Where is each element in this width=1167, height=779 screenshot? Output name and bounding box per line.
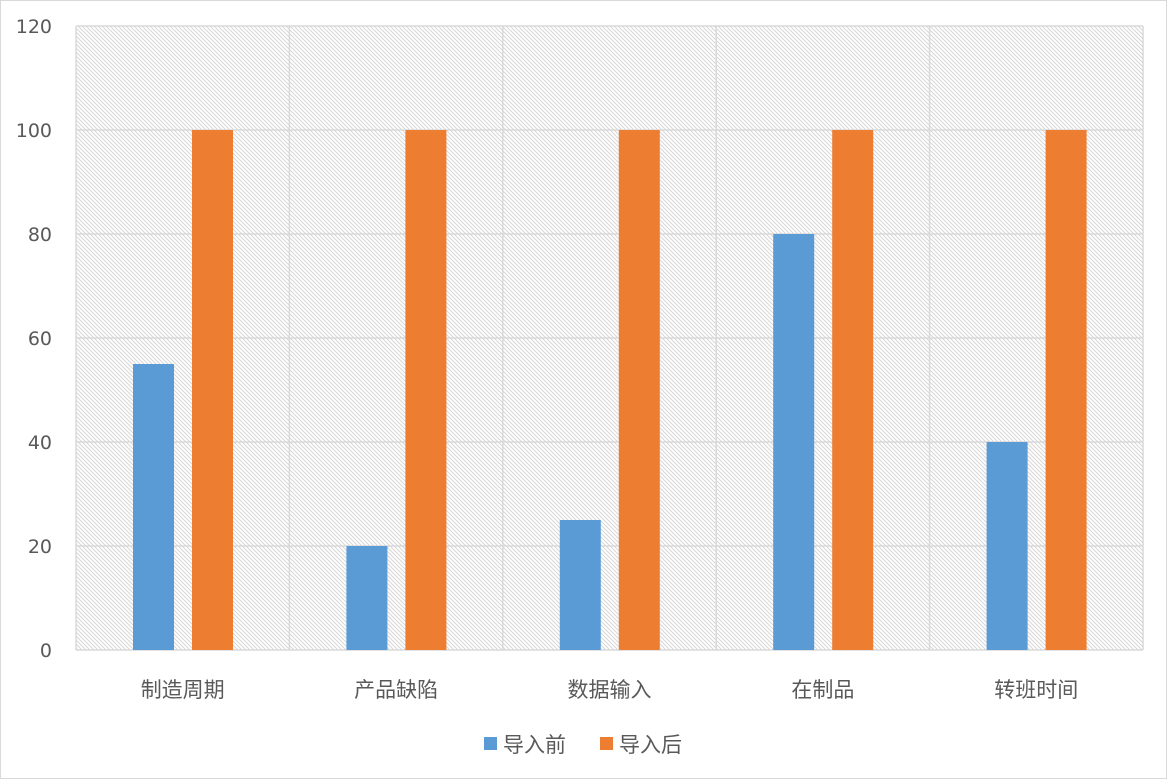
- y-tick-label: 0: [40, 640, 52, 662]
- x-tick-label: 产品缺陷: [354, 678, 438, 702]
- legend-swatch: [600, 737, 613, 750]
- bar-after: [618, 130, 660, 650]
- bar-after: [832, 130, 874, 650]
- y-tick-label: 60: [28, 328, 52, 350]
- bar-after: [192, 130, 233, 650]
- bar-after: [1045, 130, 1087, 650]
- bar-before: [773, 234, 815, 650]
- plot-area: 0 20 40 60 80 100 120 制造周期 产品缺陷 数据输入 在制品 转班时间: [16, 16, 1144, 702]
- x-tick-label: 制造周期: [141, 678, 225, 702]
- legend-label: 导入后: [619, 733, 682, 757]
- y-tick-label: 100: [16, 120, 52, 142]
- x-tick-label: 转班时间: [994, 678, 1078, 702]
- bar-before: [346, 546, 388, 650]
- bar-before: [559, 520, 601, 650]
- legend-swatch: [484, 737, 497, 750]
- legend-label: 导入前: [503, 733, 566, 757]
- legend: 导入前 导入后: [484, 733, 682, 757]
- bar-before: [986, 442, 1028, 650]
- y-tick-label: 80: [28, 224, 52, 246]
- x-tick-label: 在制品: [791, 678, 854, 702]
- y-tick-label: 20: [28, 536, 52, 558]
- y-tick-label: 40: [28, 432, 52, 454]
- bar-after: [405, 130, 447, 650]
- bar-before: [133, 364, 174, 650]
- y-tick-label: 120: [16, 16, 52, 38]
- x-tick-label: 数据输入: [568, 678, 652, 702]
